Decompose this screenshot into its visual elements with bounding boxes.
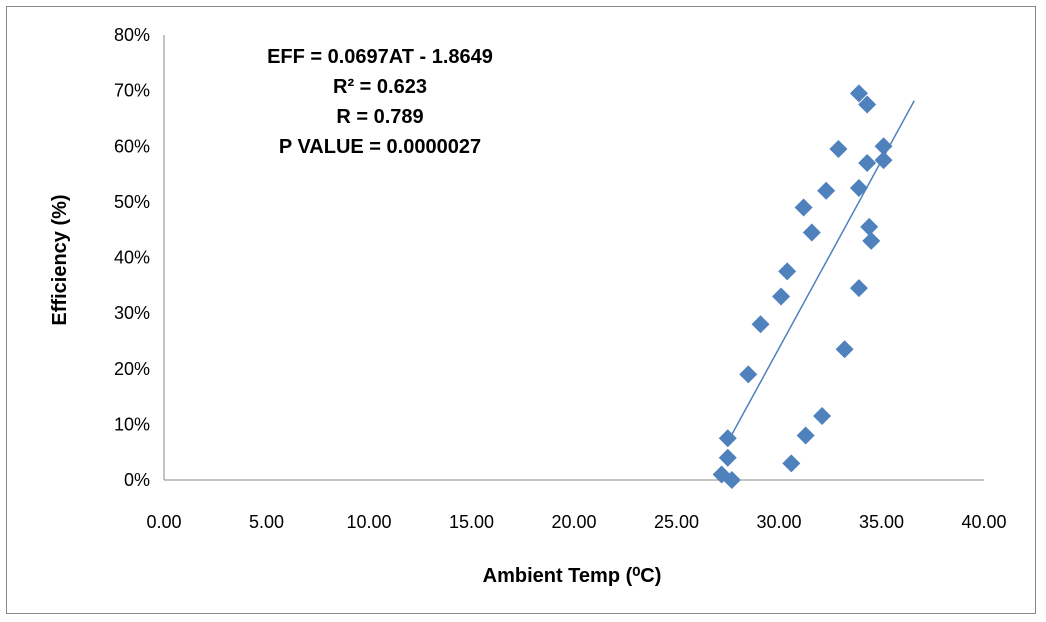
- annotation-r: R = 0.789: [336, 106, 423, 128]
- regression-annotation: EFF = 0.0697AT - 1.8649 R² = 0.623 R = 0…: [267, 46, 493, 158]
- data-point-diamond: [874, 151, 893, 170]
- x-tick-label: 5.00: [249, 512, 284, 532]
- annotation-p-value: P VALUE = 0.0000027: [279, 136, 481, 158]
- x-tick-label: 10.00: [346, 512, 391, 532]
- x-tick-label: 20.00: [551, 512, 596, 532]
- x-tick-label: 0.00: [146, 512, 181, 532]
- data-point-diamond: [778, 262, 797, 281]
- x-tick-label: 40.00: [961, 512, 1006, 532]
- annotation-equation: EFF = 0.0697AT - 1.8649: [267, 46, 493, 68]
- x-tick-labels: 0.00 5.00 10.00 15.00 20.00 25.00 30.00 35.00 40…: [146, 512, 1006, 532]
- data-point-diamond: [835, 340, 854, 359]
- data-point-diamond: [858, 95, 877, 114]
- data-point-diamond: [849, 279, 868, 298]
- data-point-diamond: [849, 84, 868, 103]
- x-tick-label: 30.00: [756, 512, 801, 532]
- data-point-diamond: [718, 448, 737, 467]
- data-point-diamond: [858, 153, 877, 172]
- data-point-diamond: [751, 315, 770, 334]
- y-tick-label: 30%: [114, 303, 150, 323]
- data-point-diamond: [772, 287, 791, 306]
- y-axis-title: Efficiency (%): [49, 194, 71, 325]
- y-tick-label: 0%: [124, 470, 150, 490]
- x-tick-label: 25.00: [654, 512, 699, 532]
- y-tick-label: 20%: [114, 359, 150, 379]
- data-point-diamond: [739, 365, 758, 384]
- data-point-diamond: [849, 178, 868, 197]
- data-point-diamond: [722, 471, 741, 489]
- y-tick-label: 50%: [114, 192, 150, 212]
- y-tick-label: 10%: [114, 414, 150, 434]
- y-tick-label: 70%: [114, 81, 150, 101]
- data-point-diamond: [862, 231, 881, 250]
- y-tick-label: 80%: [114, 25, 150, 45]
- data-point-diamond: [874, 137, 893, 156]
- data-point-diamond: [829, 140, 848, 159]
- data-point-diamond: [860, 217, 879, 236]
- data-point-diamond: [802, 223, 821, 242]
- x-tick-label: 35.00: [859, 512, 904, 532]
- data-points: [712, 84, 893, 489]
- axes: [163, 35, 984, 481]
- x-axis-title: Ambient Temp (⁰C): [483, 565, 662, 587]
- y-tick-labels: 0% 10% 20% 30% 40% 50% 60% 70% 80%: [114, 25, 150, 490]
- data-point-diamond: [718, 429, 737, 448]
- data-point-diamond: [817, 181, 836, 200]
- data-point-diamond: [813, 407, 832, 426]
- data-point-diamond: [794, 198, 813, 217]
- y-tick-label: 60%: [114, 136, 150, 156]
- data-point-diamond: [796, 426, 815, 445]
- y-tick-label: 40%: [114, 248, 150, 268]
- data-point-diamond: [782, 454, 801, 473]
- x-tick-label: 15.00: [449, 512, 494, 532]
- annotation-r-squared: R² = 0.623: [333, 76, 427, 98]
